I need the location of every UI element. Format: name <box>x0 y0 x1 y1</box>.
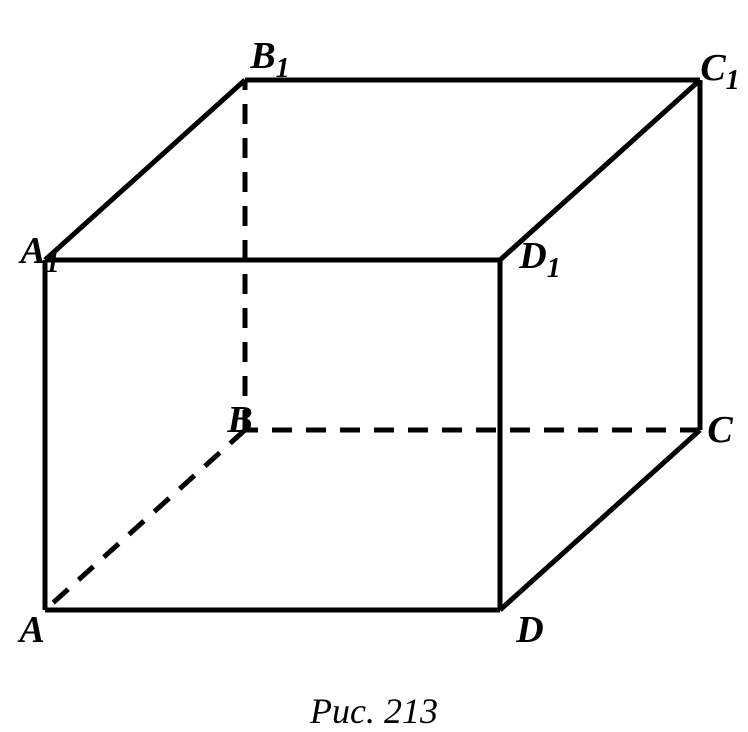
vertex-label-C: C <box>707 411 732 449</box>
vertex-label-B: B <box>227 401 252 439</box>
vertex-label-D1: D1 <box>519 237 560 283</box>
edge-B-A <box>45 430 245 610</box>
figure-caption: Рис. 213 <box>310 690 438 732</box>
vertex-label-D: D <box>516 611 543 649</box>
edge-D1-C1 <box>500 80 700 260</box>
cube-diagram <box>0 0 748 724</box>
vertex-label-B1: B1 <box>250 37 289 83</box>
vertex-label-C1: C1 <box>700 49 739 95</box>
edge-B1-A1 <box>45 80 245 260</box>
edge-D-C <box>500 430 700 610</box>
vertex-label-A: A <box>19 611 44 649</box>
figure-stage: ADCBA1D1C1B1 Рис. 213 <box>0 0 748 724</box>
vertex-label-A1: A1 <box>20 232 59 278</box>
